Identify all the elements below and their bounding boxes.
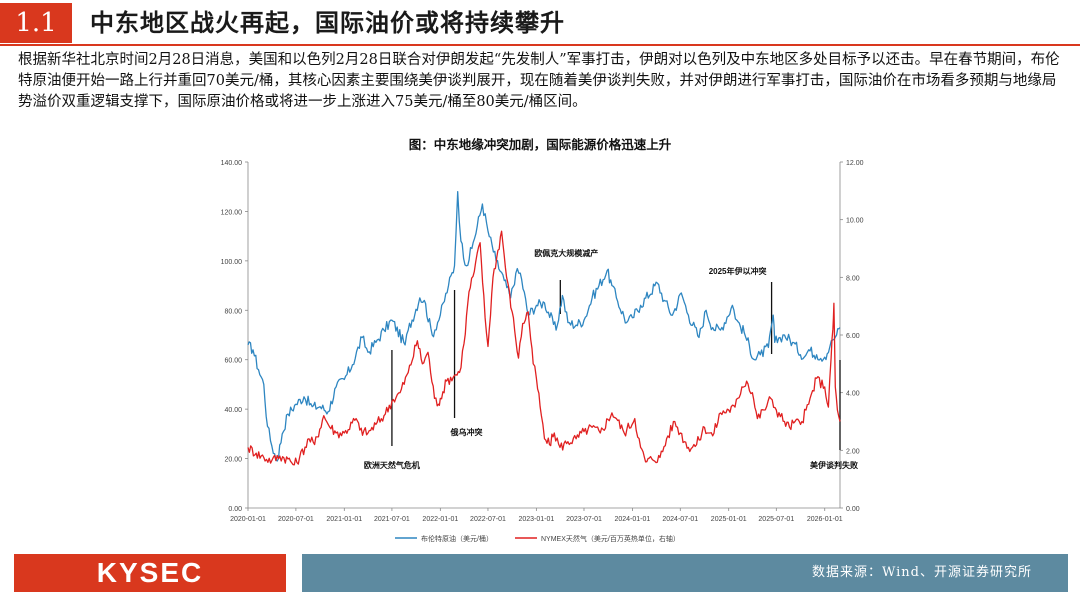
y-right-tick-label: 6.00 <box>846 333 860 340</box>
y-left-tick-label: 80.00 <box>224 308 242 315</box>
chart-title: 图：中东地缘冲突加剧，国际能源价格迅速上升 <box>408 137 672 152</box>
section-number: 1.1 <box>0 3 72 43</box>
x-tick-label: 2023-07-01 <box>566 516 602 523</box>
annotation-label: 美伊谈判失败 <box>810 460 858 470</box>
y-right-tick-label: 8.00 <box>846 275 860 282</box>
x-tick-label: 2025-01-01 <box>711 516 747 523</box>
x-tick-label: 2024-07-01 <box>662 516 698 523</box>
y-right-tick-label: 10.00 <box>846 218 864 225</box>
data-source: 数据来源：Wind、开源证券研究所 <box>812 565 1032 580</box>
y-left-tick-label: 100.00 <box>221 259 243 266</box>
x-tick-label: 2021-07-01 <box>374 516 410 523</box>
footer-bar: 数据来源：Wind、开源证券研究所 <box>302 554 1068 592</box>
annotation-label: 欧佩克大规模减产 <box>534 248 598 258</box>
body-paragraph: 根据新华社北京时间2月28日消息，美国和以色列2月28日联合对伊朗发起“先发制人… <box>18 52 1060 110</box>
y-right-tick-label: 0.00 <box>846 506 860 513</box>
y-left-tick-label: 0.00 <box>228 506 242 513</box>
x-tick-label: 2025-07-01 <box>758 516 794 523</box>
x-tick-label: 2021-01-01 <box>326 516 362 523</box>
x-tick-label: 2022-01-01 <box>422 516 458 523</box>
annotation-label: 俄乌冲突 <box>450 427 483 437</box>
y-left-tick-label: 20.00 <box>224 457 242 464</box>
legend-label: 布伦特原油（美元/桶） <box>421 534 493 543</box>
y-left-tick-label: 40.00 <box>224 407 242 414</box>
y-right-tick-label: 2.00 <box>846 448 860 455</box>
y-right-tick-label: 4.00 <box>846 391 860 398</box>
y-left-tick-label: 140.00 <box>221 160 243 167</box>
x-tick-label: 2020-01-01 <box>230 516 266 523</box>
x-tick-label: 2026-01-01 <box>807 516 843 523</box>
header-bar: 1.1 中东地区战火再起，国际油价或将持续攀升 <box>0 0 1080 46</box>
brent-series-line <box>247 191 841 462</box>
y-left-tick-label: 120.00 <box>221 209 243 216</box>
y-right-tick-label: 12.00 <box>846 160 864 167</box>
page-title: 中东地区战火再起，国际油价或将持续攀升 <box>90 8 565 37</box>
natgas-series-line <box>247 230 841 466</box>
x-tick-label: 2022-07-01 <box>470 516 506 523</box>
x-tick-label: 2024-01-01 <box>614 516 650 523</box>
y-left-tick-label: 60.00 <box>224 358 242 365</box>
kysec-logo: KYSEC <box>14 554 286 592</box>
annotation-label: 欧洲天然气危机 <box>364 460 420 470</box>
header-divider <box>0 44 1080 46</box>
annotation-label: 2025年伊以冲突 <box>709 266 767 276</box>
legend-label: NYMEX天然气（美元/百万英热单位，右轴） <box>541 534 680 543</box>
x-tick-label: 2020-07-01 <box>278 516 314 523</box>
energy-price-chart: 0.00 20.00 40.00 60.00 80.00 100.00 120.00 140.… <box>221 160 864 543</box>
x-tick-label: 2023-01-01 <box>518 516 554 523</box>
